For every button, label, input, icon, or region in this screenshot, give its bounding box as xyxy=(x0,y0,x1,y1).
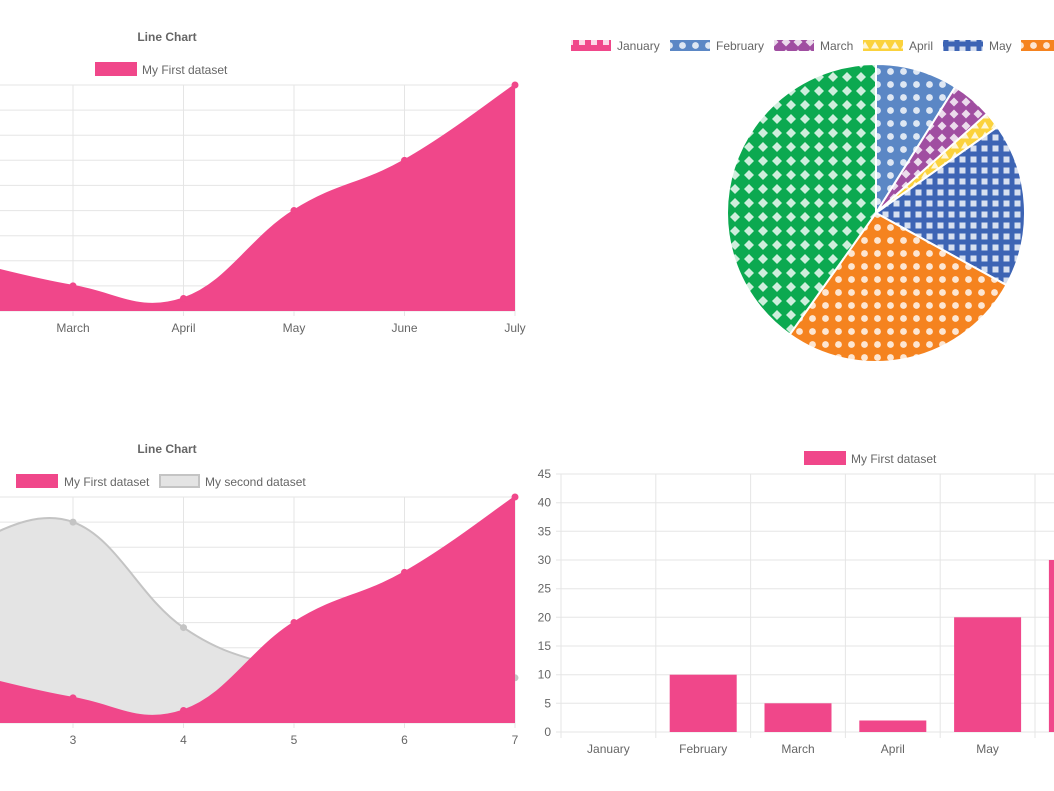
legend: My First dataset xyxy=(95,62,228,77)
area-first-dataset xyxy=(0,85,515,311)
plot-area xyxy=(0,493,519,723)
data-point[interactable] xyxy=(401,156,408,164)
area-first-dataset xyxy=(0,497,515,723)
legend-swatch[interactable] xyxy=(774,40,814,51)
legend-label[interactable]: May xyxy=(989,39,1012,53)
line-first-dataset xyxy=(0,84,516,305)
x-tick-label: 4 xyxy=(180,733,187,747)
bar-chart: My First dataset 45 40 35 30 25 20 15 10 5 0 Janu… xyxy=(538,451,1054,756)
legend-label[interactable]: January xyxy=(617,39,660,53)
y-tick-label: 30 xyxy=(538,553,552,567)
data-point[interactable] xyxy=(180,706,187,714)
line-first-dataset xyxy=(0,496,516,717)
pie-slice-february[interactable] xyxy=(875,62,957,217)
legend-swatch-second-dataset[interactable] xyxy=(159,474,200,488)
data-point[interactable] xyxy=(290,619,298,627)
x-axis: March April May June July xyxy=(56,321,525,335)
x-tick-label: July xyxy=(504,321,525,335)
area-chart-top: Line Chart My First dataset March April Ma… xyxy=(0,30,526,335)
legend: My First dataset My second dataset xyxy=(16,474,306,489)
x-tick-label: May xyxy=(976,742,999,756)
data-point[interactable] xyxy=(180,294,187,302)
x-tick-label: 6 xyxy=(401,733,408,747)
y-tick-label: 20 xyxy=(538,610,552,624)
legend-swatch[interactable] xyxy=(943,40,983,51)
legend-label-first-dataset[interactable]: My First dataset xyxy=(64,475,150,489)
legend-item-march[interactable]: March xyxy=(774,39,853,53)
legend-item-january[interactable]: January xyxy=(571,39,660,53)
y-tick-label: 10 xyxy=(538,668,552,682)
data-point[interactable] xyxy=(511,81,519,89)
x-tick-label: 7 xyxy=(512,733,519,747)
bar-may[interactable] xyxy=(954,617,1022,732)
y-tick-label: 0 xyxy=(544,725,551,739)
pie-slice-june[interactable] xyxy=(788,211,1008,363)
x-axis: January February March April May xyxy=(587,742,999,756)
x-tick-label: January xyxy=(587,742,630,756)
y-axis: 45 40 35 30 25 20 15 10 5 0 xyxy=(538,467,552,739)
legend-label[interactable]: April xyxy=(909,39,933,53)
x-tick-label: April xyxy=(881,742,905,756)
bar-april[interactable] xyxy=(859,720,927,733)
area-second-dataset xyxy=(0,518,515,723)
chart-title: Line Chart xyxy=(137,442,196,456)
bars xyxy=(669,560,1054,733)
y-tick-label: 25 xyxy=(538,582,552,596)
legend-swatch[interactable] xyxy=(571,40,611,51)
y-tick-label: 40 xyxy=(538,496,552,510)
bar-march[interactable] xyxy=(764,703,832,732)
x-tick-label: March xyxy=(781,742,814,756)
legend-swatch[interactable] xyxy=(863,40,903,51)
data-point[interactable] xyxy=(401,568,408,576)
y-tick-label: 15 xyxy=(538,639,552,653)
legend-swatch-first-dataset[interactable] xyxy=(95,62,137,76)
bar-june[interactable] xyxy=(1048,560,1054,732)
pie-slice-may[interactable] xyxy=(874,125,1026,287)
x-tick-label: 3 xyxy=(70,733,77,747)
legend-item-may[interactable]: May xyxy=(943,39,1012,53)
x-tick-label: May xyxy=(283,321,306,335)
legend-item-june[interactable] xyxy=(1021,40,1054,51)
legend-swatch-first-dataset[interactable] xyxy=(16,474,58,488)
x-tick-label: 5 xyxy=(291,733,298,747)
data-point[interactable] xyxy=(69,518,77,526)
data-point[interactable] xyxy=(69,694,77,702)
legend-item-april[interactable]: April xyxy=(863,39,933,53)
data-point[interactable] xyxy=(180,624,187,632)
legend-label-first-dataset[interactable]: My First dataset xyxy=(142,63,228,77)
legend: My First dataset xyxy=(804,451,937,466)
x-tick-label: March xyxy=(56,321,89,335)
pie-slice-july[interactable] xyxy=(726,62,877,336)
bar-february[interactable] xyxy=(669,674,737,732)
data-point[interactable] xyxy=(511,493,519,501)
legend: January February March April May xyxy=(571,39,1054,53)
y-tick-label: 45 xyxy=(538,467,552,481)
legend-label-second-dataset[interactable]: My second dataset xyxy=(205,475,306,489)
x-axis: 234567 xyxy=(70,733,519,747)
legend-swatch-first-dataset[interactable] xyxy=(804,451,846,465)
data-point[interactable] xyxy=(69,282,77,290)
legend-label-first-dataset[interactable]: My First dataset xyxy=(851,452,937,466)
chart-title: Line Chart xyxy=(137,30,196,44)
pie-chart: January February March April May xyxy=(571,39,1054,363)
plot-area xyxy=(0,81,519,311)
y-tick-label: 5 xyxy=(544,696,551,710)
x-tick-label: June xyxy=(391,321,417,335)
y-tick-label: 35 xyxy=(538,524,552,538)
legend-swatch[interactable] xyxy=(670,40,710,51)
pie-area xyxy=(726,62,1026,363)
x-tick-label: April xyxy=(171,321,195,335)
legend-swatch[interactable] xyxy=(1021,40,1054,51)
data-point[interactable] xyxy=(290,207,298,215)
legend-label[interactable]: February xyxy=(716,39,764,53)
legend-label[interactable]: March xyxy=(820,39,853,53)
area-chart-bottom: Line Chart My First dataset My second da… xyxy=(0,442,519,747)
legend-item-february[interactable]: February xyxy=(670,39,764,53)
x-tick-label: February xyxy=(679,742,727,756)
